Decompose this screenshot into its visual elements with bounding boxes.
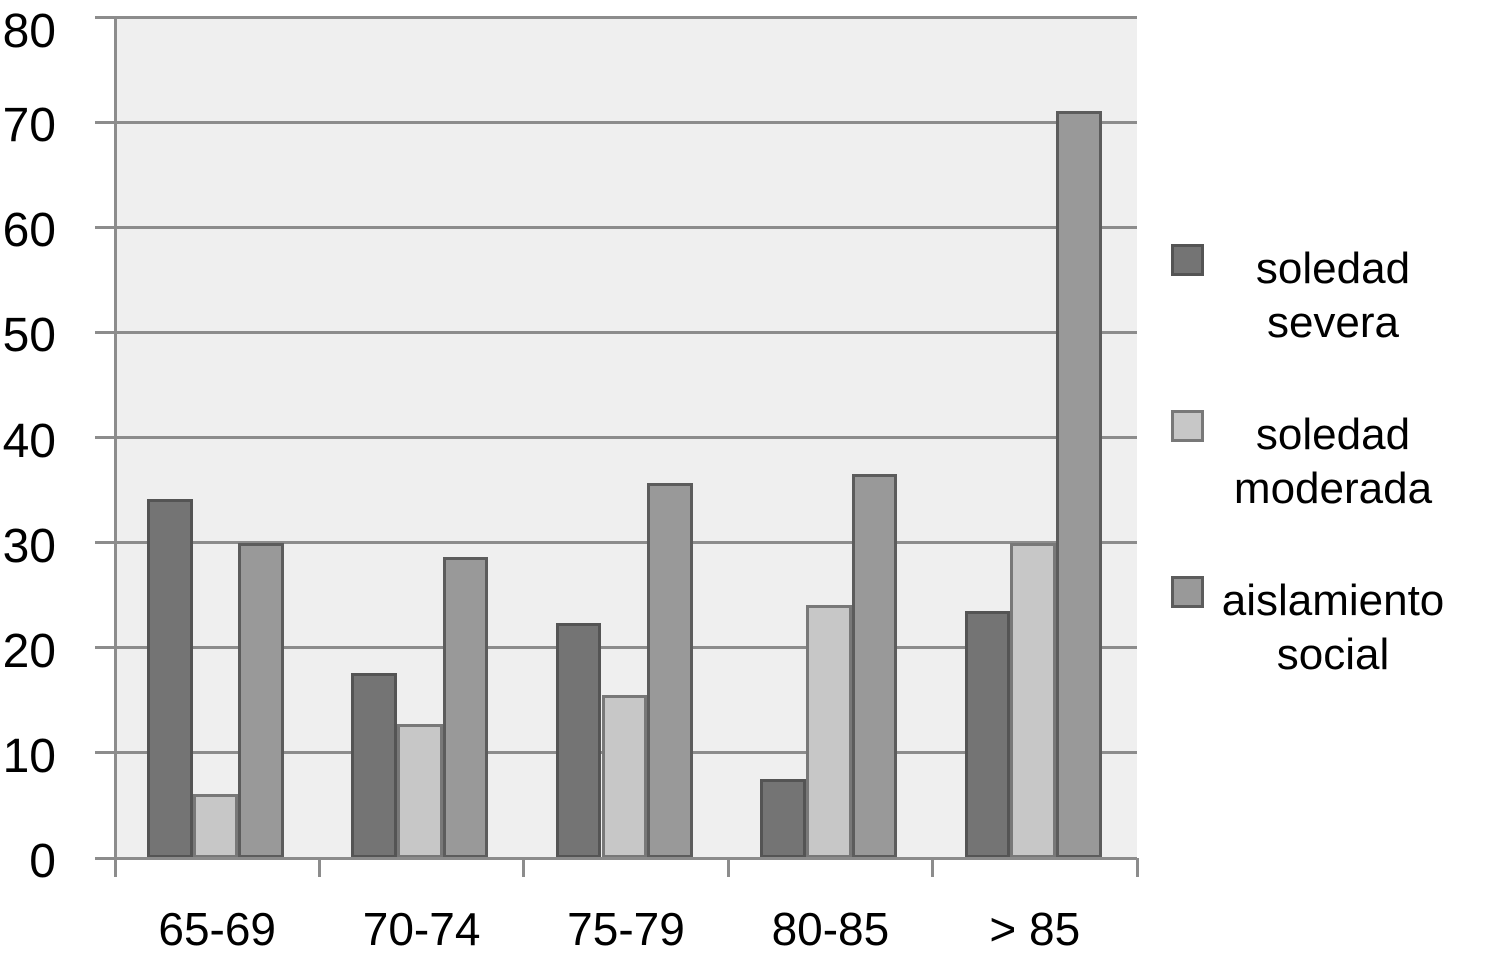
x-tick-label-65-69: 65-69 bbox=[158, 903, 277, 955]
y-tick-label-10: 10 bbox=[2, 729, 56, 783]
bar-soledad-severa-70-74 bbox=[351, 672, 398, 858]
bar-soledad-moderada-75-79 bbox=[601, 694, 648, 858]
gridline-20 bbox=[115, 646, 1137, 650]
y-tick-label-30: 30 bbox=[2, 519, 56, 573]
legend-label-line: soledad bbox=[1255, 410, 1411, 459]
y-tick-label-0: 0 bbox=[29, 835, 56, 888]
legend-label-aislamiento-social: aislamiento social bbox=[1204, 574, 1462, 682]
x-tick-5 bbox=[1135, 858, 1139, 877]
y-tick-20 bbox=[95, 646, 119, 650]
y-tick-50 bbox=[95, 330, 119, 334]
x-tick-1 bbox=[317, 858, 321, 877]
y-axis-line bbox=[113, 17, 117, 877]
y-tick-0 bbox=[95, 856, 119, 860]
y-tick-80 bbox=[95, 15, 119, 19]
gridline-50 bbox=[115, 330, 1137, 334]
bar-aislamiento-social-65-69 bbox=[238, 543, 285, 858]
bar-soledad-moderada-70-74 bbox=[397, 724, 443, 858]
legend-entry-soledad-moderada: soledad moderada bbox=[1171, 408, 1462, 516]
legend-label-soledad-severa: soledad severa bbox=[1204, 242, 1462, 350]
gridline-30 bbox=[115, 541, 1137, 545]
legend-swatch-soledad-severa bbox=[1171, 244, 1204, 276]
bar-aislamiento-social-80-85 bbox=[851, 473, 898, 858]
y-tick-30 bbox=[95, 541, 119, 545]
bar-aislamiento-social-75-79 bbox=[647, 483, 693, 858]
bar-aislamiento-social-70-74 bbox=[442, 556, 489, 858]
legend: soledad severa soledad moderada aislamiento s… bbox=[1171, 242, 1462, 740]
y-tick-40 bbox=[95, 436, 119, 439]
bar-soledad-severa-80-85 bbox=[760, 778, 806, 858]
legend-entry-soledad-severa: soledad severa bbox=[1171, 242, 1462, 350]
gridline-70 bbox=[115, 120, 1137, 124]
legend-swatch-aislamiento-social bbox=[1171, 576, 1204, 608]
legend-label-soledad-moderada: soledad moderada bbox=[1204, 408, 1462, 516]
legend-swatch-soledad-moderada bbox=[1171, 410, 1204, 442]
y-tick-label-70: 70 bbox=[2, 99, 56, 153]
x-tick-label-80-85: 80-85 bbox=[771, 903, 890, 955]
y-tick-70 bbox=[95, 120, 119, 124]
legend-label-line: moderada bbox=[1233, 464, 1433, 513]
x-axis-line bbox=[115, 856, 1137, 860]
bar-soledad-moderada-65-69 bbox=[192, 794, 239, 858]
y-tick-label-60: 60 bbox=[2, 204, 56, 258]
legend-label-line: severa bbox=[1266, 298, 1400, 347]
y-tick-10 bbox=[95, 751, 119, 755]
x-tick-label-70-74: 70-74 bbox=[362, 903, 481, 955]
x-tick-label->85: > 85 bbox=[989, 903, 1081, 955]
bar-soledad-severa-75-79 bbox=[555, 623, 602, 858]
x-tick-3 bbox=[726, 858, 730, 877]
plot-area bbox=[115, 15, 1137, 860]
x-tick-label-75-79: 75-79 bbox=[567, 903, 685, 955]
x-tick-4 bbox=[931, 858, 935, 877]
bar-aislamiento-social->85 bbox=[1056, 111, 1102, 858]
y-tick-label-40: 40 bbox=[2, 414, 56, 468]
legend-label-line: aislamiento bbox=[1221, 576, 1445, 625]
bar-soledad-moderada-80-85 bbox=[805, 605, 852, 858]
legend-label-line: social bbox=[1276, 630, 1390, 679]
bar-soledad-moderada->85 bbox=[1010, 543, 1056, 858]
y-tick-label-80: 80 bbox=[2, 5, 56, 58]
gridline-80 bbox=[115, 15, 1137, 19]
gridline-60 bbox=[115, 225, 1137, 229]
legend-label-line: soledad bbox=[1255, 244, 1411, 293]
x-tick-0 bbox=[113, 858, 117, 877]
legend-entry-aislamiento-social: aislamiento social bbox=[1171, 574, 1462, 682]
bar-soledad-severa->85 bbox=[964, 610, 1011, 858]
gridline-40 bbox=[115, 436, 1137, 439]
x-tick-2 bbox=[522, 858, 526, 877]
bar-soledad-severa-65-69 bbox=[147, 499, 193, 858]
y-tick-label-50: 50 bbox=[2, 309, 56, 363]
y-tick-label-20: 20 bbox=[2, 624, 56, 678]
y-tick-60 bbox=[95, 225, 119, 229]
